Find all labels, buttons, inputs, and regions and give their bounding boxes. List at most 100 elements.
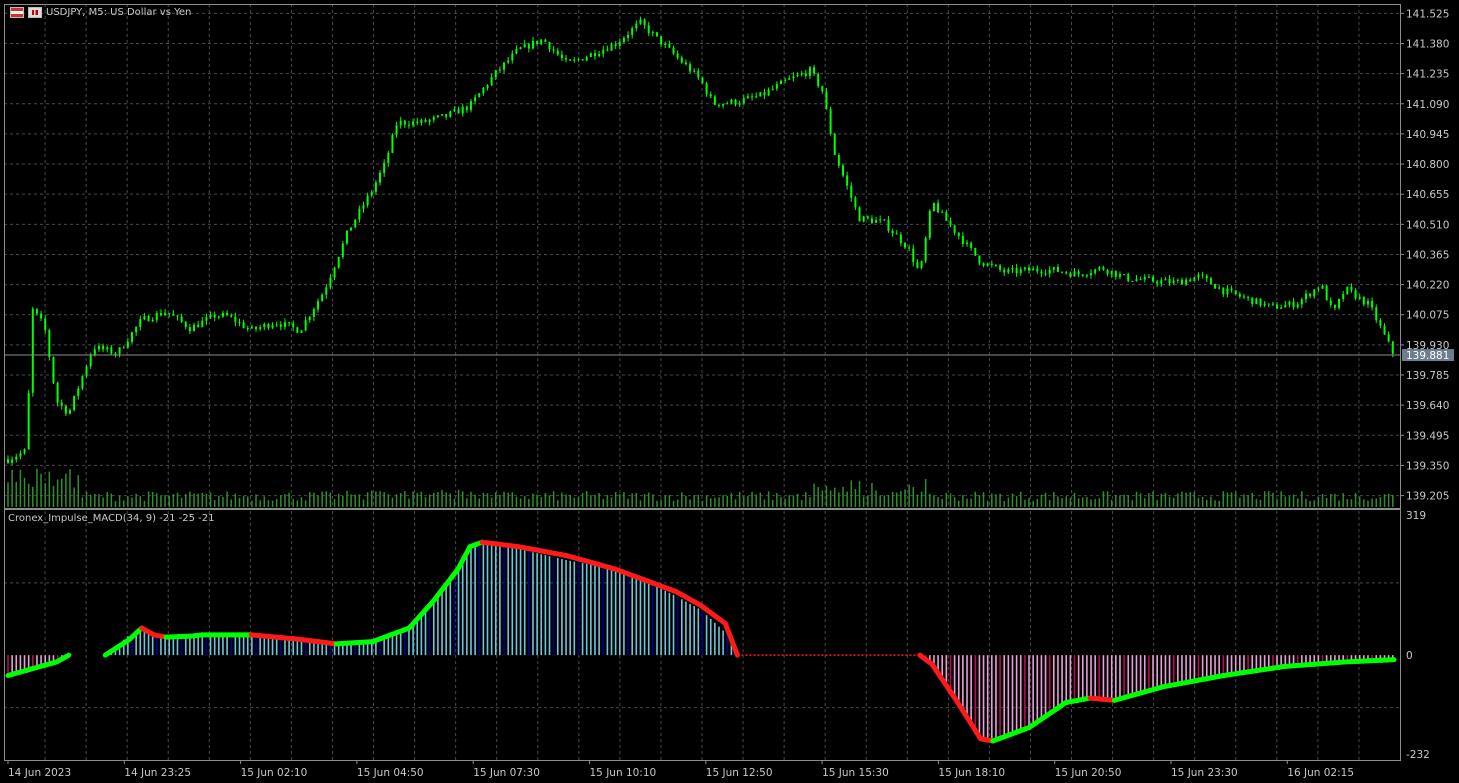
candle-body — [1073, 271, 1076, 277]
candle-body — [1354, 290, 1357, 299]
candle-body — [478, 93, 481, 98]
candle-body — [1321, 285, 1324, 289]
candle-body — [531, 40, 534, 49]
price-tick-label: 140.075 — [1406, 310, 1449, 322]
candle-body — [825, 91, 828, 110]
candle-body — [255, 326, 258, 330]
candle-body — [713, 96, 716, 105]
candle-body — [135, 326, 138, 333]
candle-body — [1123, 274, 1126, 276]
candle-body — [184, 321, 187, 328]
price-tick-label: 141.525 — [1406, 8, 1449, 20]
candle-body — [230, 315, 233, 317]
price-tick-label: 139.350 — [1406, 460, 1449, 472]
candle-body — [515, 49, 518, 54]
candle-body — [1371, 301, 1374, 308]
candle-body — [1185, 279, 1188, 285]
candle-body — [986, 263, 989, 266]
candle-body — [870, 218, 873, 223]
candle-body — [701, 77, 704, 84]
candle-body — [1317, 288, 1320, 290]
candle-body — [432, 116, 435, 120]
candle-body — [1189, 279, 1192, 282]
candle-body — [763, 92, 766, 96]
candle-body — [705, 83, 708, 95]
candle-body — [412, 121, 415, 126]
candle-body — [846, 175, 849, 186]
chart-bars-icon[interactable] — [28, 7, 42, 18]
candle-body — [209, 314, 212, 318]
candle-body — [1214, 284, 1217, 289]
candle-body — [916, 262, 919, 268]
candle-body — [1329, 300, 1332, 305]
signal-segment-down — [728, 636, 740, 658]
candle-body — [1201, 274, 1204, 276]
candle-body — [1304, 293, 1307, 300]
price-tick-label: 141.380 — [1406, 38, 1449, 50]
candle-body — [296, 327, 299, 333]
candle-body — [982, 263, 985, 266]
candle-body — [684, 62, 687, 65]
price-axis[interactable]: 141.525 141.380 141.235 141.090 140.945 140.8… — [1400, 8, 1454, 503]
candle-body — [536, 40, 539, 45]
candle-body — [131, 332, 134, 342]
candle-body — [1003, 269, 1006, 273]
candle-body — [1032, 268, 1035, 271]
candle-body — [436, 115, 439, 117]
candle-body — [1358, 296, 1361, 299]
price-tick-label: 141.090 — [1406, 99, 1449, 111]
candle-body — [717, 104, 720, 106]
candle-body — [300, 330, 303, 333]
candle-body — [1309, 293, 1312, 297]
candle-body — [97, 345, 100, 350]
candle-body — [56, 382, 59, 403]
candle-body — [48, 330, 51, 358]
candle-body — [1044, 273, 1047, 275]
candle-body — [544, 39, 547, 42]
candle-body — [552, 49, 555, 51]
candle-body — [19, 453, 22, 457]
candle-body — [1209, 278, 1212, 285]
candle-body — [771, 88, 774, 90]
candle-body — [618, 41, 621, 46]
price-tick-label: 139.495 — [1406, 430, 1449, 442]
candle-body — [288, 322, 291, 324]
candle-body — [639, 19, 642, 24]
candle-body — [1226, 288, 1229, 295]
candle-body — [89, 354, 92, 367]
candle-body — [329, 277, 332, 288]
candle-body — [188, 327, 191, 332]
candle-body — [875, 220, 878, 223]
candle-body — [1127, 274, 1130, 281]
chart-border — [4, 4, 1401, 761]
candle-body — [193, 324, 196, 332]
macd-signal-line — [5, 539, 1397, 744]
candle-body — [932, 202, 935, 212]
candle-body — [598, 53, 601, 57]
candle-body — [180, 316, 183, 322]
candle-body — [689, 64, 692, 72]
candle-body — [263, 323, 266, 328]
candle-body — [941, 211, 944, 213]
candle-body — [879, 219, 882, 221]
flag-icon[interactable] — [10, 7, 24, 18]
current-price-badge — [1402, 349, 1454, 362]
candle-body — [461, 106, 464, 114]
indicator-axis[interactable]: 319 0 -232 — [1406, 510, 1430, 761]
candle-body — [519, 47, 522, 50]
candle-body — [742, 98, 745, 104]
candle-body — [337, 257, 340, 268]
candle-body — [362, 205, 365, 209]
candle-body — [610, 44, 613, 51]
time-tick-label: 15 Jun 07:30 — [473, 767, 540, 779]
candle-body — [453, 109, 456, 112]
time-axis[interactable]: 14 Jun 2023 14 Jun 23:25 15 Jun 02:10 15 Ju… — [7, 760, 1354, 779]
candle-body — [953, 225, 956, 233]
candle-body — [1242, 296, 1245, 298]
candle-body — [1300, 299, 1303, 305]
price-tick-label: 141.235 — [1406, 69, 1449, 81]
candle-body — [779, 80, 782, 85]
candle-body — [312, 309, 315, 317]
candle-body — [1164, 279, 1167, 281]
